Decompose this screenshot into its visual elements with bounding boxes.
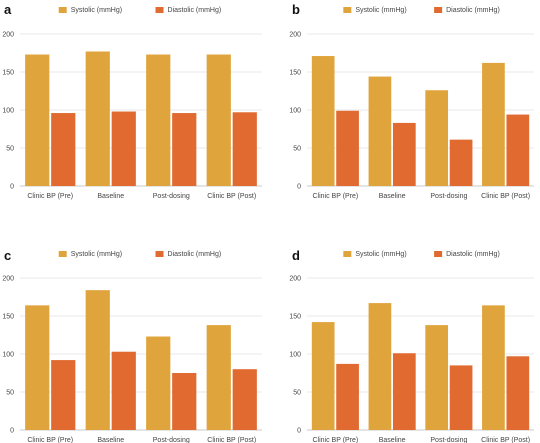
legend-label: Diastolic (mmHg) <box>446 7 500 14</box>
systolic-bar <box>311 56 335 186</box>
diastolic-bar <box>506 114 530 186</box>
y-tick-label: 100 <box>289 352 301 359</box>
x-tick-label: Clinic BP (Post) <box>207 437 256 443</box>
x-tick-label: Clinic BP (Pre) <box>312 193 358 200</box>
legend-label: Diastolic (mmHg) <box>168 251 222 258</box>
y-tick-label: 150 <box>289 70 301 77</box>
legend-label: Diastolic (mmHg) <box>168 7 222 14</box>
diastolic-bar <box>232 112 257 186</box>
legend-label: Systolic (mmHg) <box>355 251 406 258</box>
y-tick-label: 200 <box>2 276 14 283</box>
legend-label: Systolic (mmHg) <box>71 7 122 14</box>
legend-label: Systolic (mmHg) <box>355 7 406 14</box>
y-tick-label: 150 <box>289 314 301 321</box>
legend-swatch <box>155 7 164 13</box>
y-tick-label: 50 <box>293 390 301 397</box>
x-tick-label: Clinic BP (Pre) <box>27 437 73 443</box>
diastolic-bar <box>449 365 473 430</box>
legend-swatch <box>434 251 443 257</box>
y-tick-label: 150 <box>2 314 14 321</box>
y-tick-label: 200 <box>289 32 301 39</box>
legend-label: Systolic (mmHg) <box>71 251 122 258</box>
systolic-bar <box>25 305 50 430</box>
y-tick-label: 200 <box>2 32 14 39</box>
x-tick-label: Baseline <box>379 193 406 200</box>
diastolic-bar <box>506 356 530 430</box>
legend-swatch <box>155 251 164 257</box>
systolic-bar <box>85 51 110 187</box>
chart-panel-b: b Systolic (mmHg) Diastolic (mmHg) 0 50 100 15… <box>289 2 534 200</box>
diastolic-bar <box>111 351 136 430</box>
x-tick-label: Post-dosing <box>430 437 467 443</box>
y-tick-label: 100 <box>2 108 14 115</box>
y-tick-label: 0 <box>10 428 14 435</box>
diastolic-bar <box>449 139 473 186</box>
diastolic-bar <box>232 369 257 430</box>
chart-panel-a: a Systolic (mmHg) Diastolic (mmHg) 0 50 100 15… <box>2 2 262 200</box>
chart-panel-c: c Systolic (mmHg) Diastolic (mmHg) 0 50 100 15… <box>2 248 262 443</box>
systolic-bar <box>482 305 505 430</box>
y-tick-label: 0 <box>297 428 301 435</box>
legend-label: Diastolic (mmHg) <box>446 251 500 258</box>
x-tick-label: Baseline <box>97 437 124 443</box>
diastolic-bar <box>172 373 197 430</box>
x-tick-label: Clinic BP (Pre) <box>27 193 73 200</box>
panel-label: b <box>292 2 300 17</box>
x-tick-label: Post-dosing <box>153 437 190 443</box>
systolic-bar <box>85 290 110 430</box>
y-tick-label: 0 <box>297 184 301 191</box>
panel-label: d <box>292 248 300 263</box>
systolic-bar <box>206 325 231 430</box>
systolic-bar <box>482 62 505 186</box>
y-tick-label: 50 <box>6 390 14 397</box>
diastolic-bar <box>392 353 416 430</box>
x-tick-label: Post-dosing <box>153 193 190 200</box>
diastolic-bar <box>172 113 197 186</box>
diastolic-bar <box>392 122 416 186</box>
x-tick-label: Post-dosing <box>430 193 467 200</box>
diastolic-bar <box>336 363 359 430</box>
y-tick-label: 0 <box>10 184 14 191</box>
legend-swatch <box>58 7 67 13</box>
diastolic-bar <box>51 360 76 430</box>
legend-swatch <box>434 7 443 13</box>
systolic-bar <box>146 336 171 430</box>
legend-swatch <box>343 251 352 257</box>
y-tick-label: 50 <box>293 146 301 153</box>
x-tick-label: Clinic BP (Pre) <box>312 437 358 443</box>
x-tick-label: Baseline <box>379 437 406 443</box>
y-tick-label: 100 <box>2 352 14 359</box>
diastolic-bar <box>336 110 359 186</box>
systolic-bar <box>146 54 171 186</box>
y-tick-label: 50 <box>6 146 14 153</box>
x-tick-label: Baseline <box>97 193 124 200</box>
systolic-bar <box>425 325 449 430</box>
legend-swatch <box>58 251 67 257</box>
y-tick-label: 200 <box>289 276 301 283</box>
legend-swatch <box>343 7 352 13</box>
systolic-bar <box>368 76 392 186</box>
systolic-bar <box>368 303 392 430</box>
x-tick-label: Clinic BP (Post) <box>207 193 256 200</box>
systolic-bar <box>311 322 335 430</box>
x-tick-label: Clinic BP (Post) <box>481 193 530 200</box>
panel-label: c <box>4 248 11 263</box>
y-tick-label: 150 <box>2 70 14 77</box>
panel-label: a <box>4 2 12 17</box>
diastolic-bar <box>111 111 136 186</box>
systolic-bar <box>25 54 50 186</box>
x-tick-label: Clinic BP (Post) <box>481 437 530 443</box>
systolic-bar <box>425 90 449 186</box>
diastolic-bar <box>51 113 76 186</box>
chart-panel-d: d Systolic (mmHg) Diastolic (mmHg) 0 50 100 15… <box>289 248 534 443</box>
systolic-bar <box>206 54 231 186</box>
y-tick-label: 100 <box>289 108 301 115</box>
